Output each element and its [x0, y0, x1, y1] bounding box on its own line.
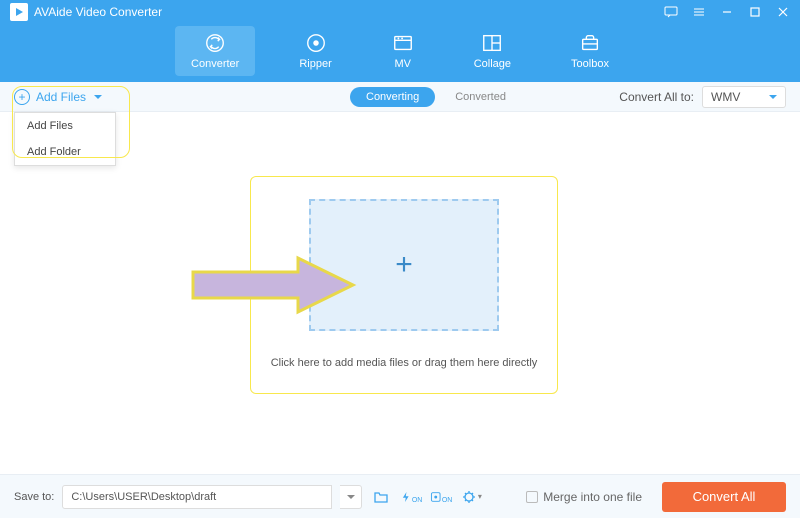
close-button[interactable]: [776, 5, 790, 19]
add-files-dropdown: Add Files Add Folder: [14, 112, 116, 166]
settings-icon[interactable]: ▾: [460, 486, 482, 508]
convert-all-to-label: Convert All to:: [619, 90, 694, 104]
dropdown-add-files[interactable]: Add Files: [15, 113, 115, 139]
ripper-icon: [305, 32, 327, 54]
menu-icon[interactable]: [692, 5, 706, 19]
output-format-select[interactable]: WMV: [702, 86, 786, 108]
app-logo-icon: [10, 3, 28, 21]
maximize-button[interactable]: [748, 5, 762, 19]
dropzone-text: Click here to add media files or drag th…: [271, 357, 538, 369]
nav-ripper[interactable]: Ripper: [283, 26, 347, 76]
gpu-accel-icon[interactable]: ON: [400, 486, 422, 508]
converter-icon: [204, 32, 226, 54]
minimize-button[interactable]: [720, 5, 734, 19]
convert-all-button[interactable]: Convert All: [662, 482, 786, 512]
save-to-label: Save to:: [14, 491, 54, 503]
mv-icon: [392, 32, 414, 54]
plus-icon: +: [395, 248, 413, 282]
toolbox-icon: [579, 32, 601, 54]
nav-collage[interactable]: Collage: [458, 26, 527, 76]
output-format-value: WMV: [711, 90, 740, 104]
chevron-down-icon: [769, 95, 777, 99]
chevron-down-icon: [94, 95, 102, 99]
app-title: AVAide Video Converter: [34, 5, 162, 19]
tab-converting[interactable]: Converting: [350, 87, 435, 107]
tutorial-highlight-dropzone: + Click here to add media files or drag …: [250, 176, 558, 394]
nav-mv[interactable]: MV: [376, 26, 430, 76]
save-path-input[interactable]: [62, 485, 332, 509]
checkbox-icon: [526, 491, 538, 503]
feedback-icon[interactable]: [664, 5, 678, 19]
add-files-label: Add Files: [36, 90, 86, 104]
nav-converter[interactable]: Converter: [175, 26, 255, 76]
merge-checkbox[interactable]: Merge into one file: [526, 490, 642, 504]
merge-label: Merge into one file: [543, 490, 642, 504]
tab-converted[interactable]: Converted: [439, 87, 522, 107]
main-nav: Converter Ripper MV Collage Toolbox: [0, 26, 800, 76]
add-files-button[interactable]: + Add Files: [14, 89, 102, 105]
high-speed-icon[interactable]: ON: [430, 486, 452, 508]
dropzone[interactable]: +: [309, 199, 499, 331]
plus-circle-icon: +: [14, 89, 30, 105]
collage-icon: [481, 32, 503, 54]
open-folder-icon[interactable]: [370, 486, 392, 508]
nav-toolbox[interactable]: Toolbox: [555, 26, 625, 76]
dropdown-add-folder[interactable]: Add Folder: [15, 139, 115, 165]
save-path-dropdown[interactable]: [340, 485, 362, 509]
